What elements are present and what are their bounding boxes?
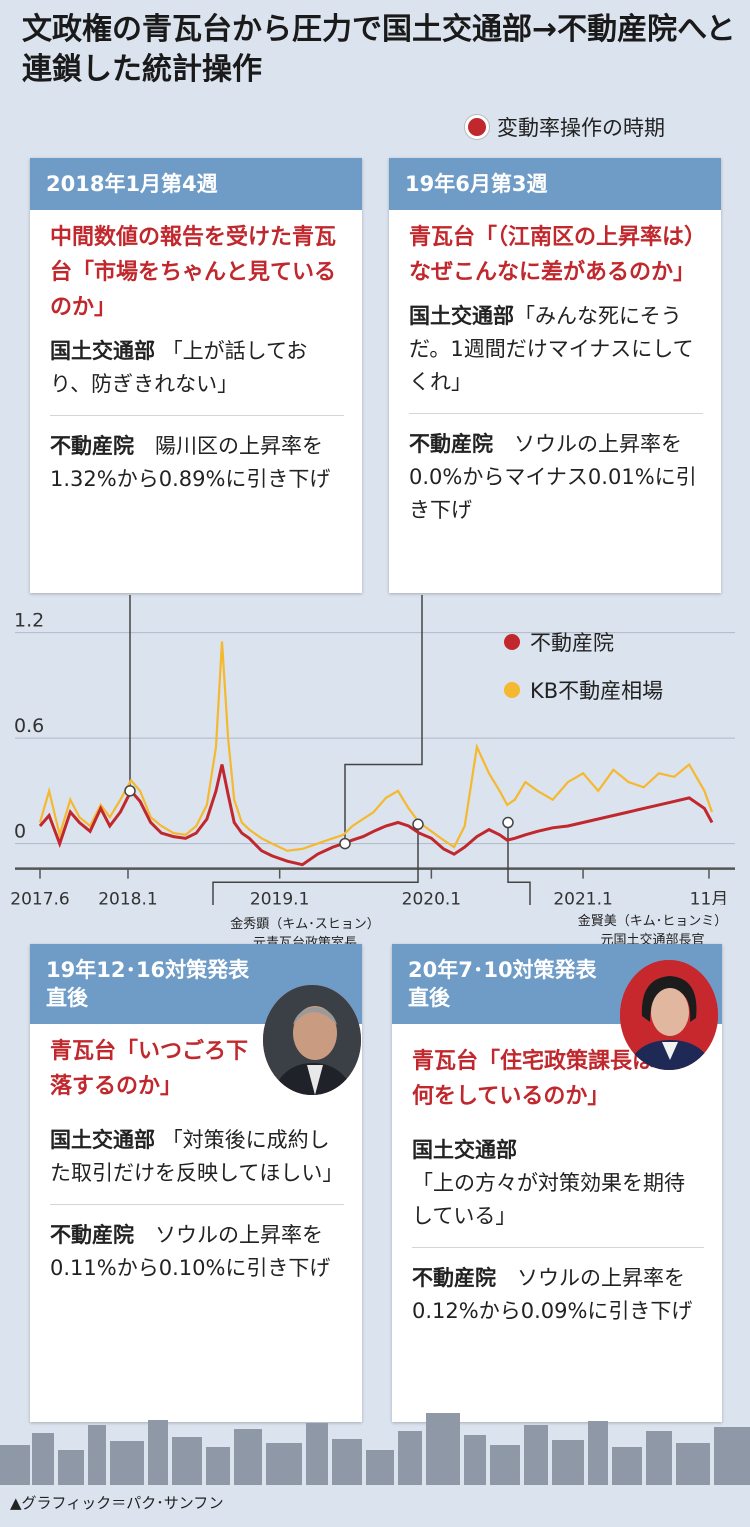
divider — [50, 415, 344, 416]
price-change-chart: 1.2 0.6 0 2017.6 2018.1 2019.1 2020.1 2021.1 11… — [10, 595, 735, 905]
legend-kb-label: KB不動産相場 — [530, 679, 663, 703]
connector-line — [212, 824, 419, 905]
agency-action: 不動産院 陽川区の上昇率を1.32%から0.89%に引き下げ — [50, 434, 331, 491]
divider — [409, 413, 703, 414]
divider — [412, 1247, 704, 1248]
person-silhouette-icon — [620, 960, 718, 1070]
x-tick-label: 2018.1 — [98, 890, 157, 905]
x-tick-label: 2017.6 — [10, 890, 69, 905]
series-line-reb — [38, 764, 714, 867]
page-title: 文政権の青瓦台から圧力で国土交通部→不動産院へと連鎖した統計操作 — [22, 12, 736, 87]
blue-house-quote: 青瓦台「（江南区の上昇率は）なぜこんなに差があるのか」 — [409, 225, 696, 285]
series-line-kb — [38, 641, 714, 852]
portrait-kim-hyunmee — [620, 960, 718, 1070]
divider — [50, 1204, 344, 1205]
red-dot-icon — [465, 115, 489, 139]
city-skyline — [0, 1413, 750, 1485]
y-tick-label: 0 — [14, 821, 26, 843]
agency-action: 不動産院 ソウルの上昇率を0.11%から0.10%に引き下げ — [50, 1223, 331, 1280]
portrait-kim-soohyun — [263, 985, 361, 1095]
card-2019-jun: 19年6月第3週 青瓦台「（江南区の上昇率は）なぜこんなに差があるのか」 国土交… — [389, 158, 721, 593]
card-header: 2018年1月第4週 — [30, 158, 362, 210]
blue-house-quote: 青瓦台「住宅政策課長は何をしているのか」 — [412, 1049, 655, 1109]
x-tick-label: 2020.1 — [402, 890, 461, 905]
blue-house-quote: 青瓦台「いつごろ下落するのか」 — [50, 1039, 249, 1099]
ministry-quote: 国土交通部 「対策後に成約した取引だけを反映してほしい」 — [50, 1128, 344, 1185]
ministry-quote: 国土交通部 「上の方々が対策効果を期待している」 — [412, 1138, 685, 1228]
legend-reb-label: 不動産院 — [530, 631, 614, 655]
y-tick-label: 0.6 — [14, 715, 44, 737]
legend-manipulation-period: 変動率操作の時期 — [465, 112, 665, 142]
manipulation-marker — [502, 816, 514, 829]
connector-line — [344, 595, 423, 844]
legend-kb-dot-icon — [504, 682, 520, 698]
x-tick-label: 2021.1 — [553, 890, 612, 905]
y-tick-label: 1.2 — [14, 610, 44, 632]
person-silhouette-icon — [263, 985, 361, 1095]
card-2018-jan: 2018年1月第4週 中間数値の報告を受けた青瓦台「市場をちゃんと見ているのか」… — [30, 158, 362, 593]
ministry-quote: 国土交通部「みんな死にそうだ。1週間だけマイナスにしてくれ」 — [409, 304, 694, 394]
legend-label: 変動率操作の時期 — [497, 116, 665, 140]
agency-action: 不動産院 ソウルの上昇率を0.12%から0.09%に引き下げ — [412, 1266, 693, 1323]
ministry-quote: 国土交通部 「上が話しており、防ぎきれない」 — [50, 339, 308, 396]
agency-action: 不動産院 ソウルの上昇率を0.0%からマイナス0.01%に引き下げ — [409, 432, 697, 522]
manipulation-marker — [339, 837, 351, 850]
manipulation-marker — [124, 785, 136, 797]
manipulation-marker — [412, 818, 424, 831]
connector-line — [507, 822, 531, 905]
card-header: 19年6月第3週 — [389, 158, 721, 210]
blue-house-quote: 中間数値の報告を受けた青瓦台「市場をちゃんと見ているのか」 — [50, 225, 337, 320]
x-tick-label: 11月 — [690, 890, 729, 905]
graphic-credit: ▲グラフィック＝パク･サンフン — [10, 1494, 224, 1512]
legend-reb-dot-icon — [504, 634, 520, 650]
x-tick-label: 2019.1 — [250, 890, 309, 905]
